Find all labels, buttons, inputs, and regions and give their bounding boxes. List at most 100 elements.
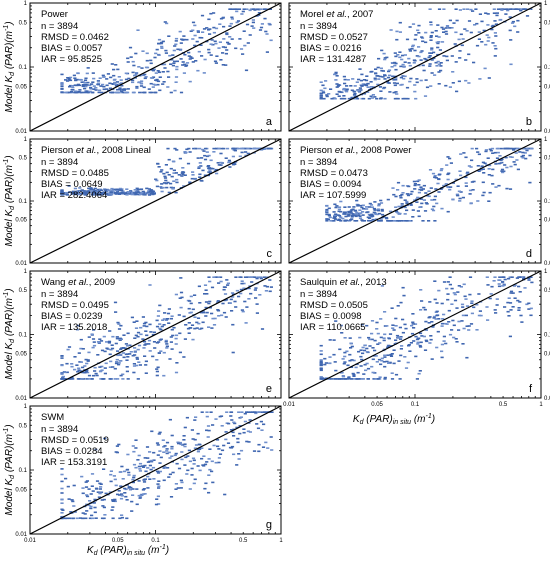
data-point xyxy=(263,8,267,10)
data-point xyxy=(238,425,242,427)
data-point xyxy=(183,63,187,66)
data-point xyxy=(92,85,96,87)
data-point xyxy=(491,168,495,171)
data-point xyxy=(447,321,451,323)
data-point xyxy=(525,147,529,150)
data-point xyxy=(446,281,450,283)
data-point xyxy=(235,289,239,292)
data-point xyxy=(137,66,141,68)
data-point xyxy=(113,192,117,194)
data-point xyxy=(350,216,354,218)
data-point xyxy=(135,488,139,490)
data-point xyxy=(167,308,171,310)
data-point xyxy=(518,276,522,278)
data-point xyxy=(222,444,226,447)
data-point xyxy=(127,471,131,474)
data-point xyxy=(343,97,347,100)
data-point xyxy=(102,498,106,501)
data-point xyxy=(348,220,352,222)
data-point xyxy=(210,327,214,329)
data-point xyxy=(319,96,323,99)
data-point xyxy=(413,38,417,41)
data-point xyxy=(141,338,145,340)
data-point xyxy=(383,356,387,358)
data-point xyxy=(121,88,125,91)
data-point xyxy=(72,74,76,77)
data-point xyxy=(81,512,85,514)
data-point xyxy=(120,493,124,495)
data-point xyxy=(401,75,405,77)
data-point xyxy=(133,347,137,349)
data-point xyxy=(190,57,194,59)
data-point xyxy=(169,91,173,94)
data-point xyxy=(329,220,333,222)
data-point xyxy=(459,286,463,288)
data-point xyxy=(427,195,431,198)
panel-letter: c xyxy=(267,248,273,260)
data-point xyxy=(254,297,258,299)
data-point xyxy=(248,34,252,36)
data-point xyxy=(437,289,441,292)
data-point xyxy=(76,378,80,380)
data-point xyxy=(245,23,250,26)
data-point xyxy=(234,276,238,278)
data-point xyxy=(436,53,440,56)
data-point xyxy=(454,338,458,340)
data-point xyxy=(387,69,392,71)
data-point xyxy=(421,220,425,222)
data-point xyxy=(140,465,145,467)
data-point xyxy=(382,339,386,342)
data-point xyxy=(236,147,240,150)
data-point xyxy=(245,440,249,443)
data-point xyxy=(211,167,215,170)
data-point xyxy=(78,84,82,87)
data-point xyxy=(245,8,249,10)
data-point xyxy=(152,191,156,194)
data-point xyxy=(400,203,404,205)
data-point xyxy=(255,303,259,305)
data-point xyxy=(179,487,183,489)
data-point xyxy=(85,191,89,193)
data-point xyxy=(333,361,337,363)
data-point xyxy=(365,351,369,353)
data-point xyxy=(477,170,481,172)
data-point xyxy=(216,309,221,312)
data-point xyxy=(496,151,500,154)
data-point xyxy=(74,90,78,92)
data-point xyxy=(523,287,527,289)
data-point xyxy=(102,191,106,193)
data-point xyxy=(82,191,86,194)
data-point xyxy=(511,306,515,308)
data-point xyxy=(169,496,174,498)
data-point xyxy=(464,176,468,179)
data-point xyxy=(154,72,158,74)
data-point xyxy=(181,61,185,63)
data-point xyxy=(508,29,512,32)
data-point xyxy=(356,204,360,206)
data-point xyxy=(83,82,87,84)
data-point xyxy=(436,42,440,45)
data-point xyxy=(203,487,207,490)
data-point xyxy=(245,306,249,308)
data-point xyxy=(493,151,497,154)
data-point xyxy=(64,477,68,480)
data-point xyxy=(262,411,266,413)
data-point xyxy=(382,52,386,55)
data-point xyxy=(349,378,354,380)
data-point xyxy=(157,480,161,482)
panel-stat: n = 3894 xyxy=(41,157,78,168)
data-point xyxy=(88,90,92,93)
data-point xyxy=(405,209,409,212)
data-point xyxy=(255,312,259,314)
data-point xyxy=(116,350,120,352)
data-point xyxy=(67,517,71,520)
data-point xyxy=(385,325,389,327)
data-point xyxy=(108,366,112,368)
data-point xyxy=(338,348,342,351)
data-point xyxy=(474,8,478,10)
data-point xyxy=(67,378,71,380)
data-point xyxy=(430,47,434,49)
data-point xyxy=(135,503,139,506)
data-point xyxy=(195,40,199,43)
data-point xyxy=(216,309,220,311)
